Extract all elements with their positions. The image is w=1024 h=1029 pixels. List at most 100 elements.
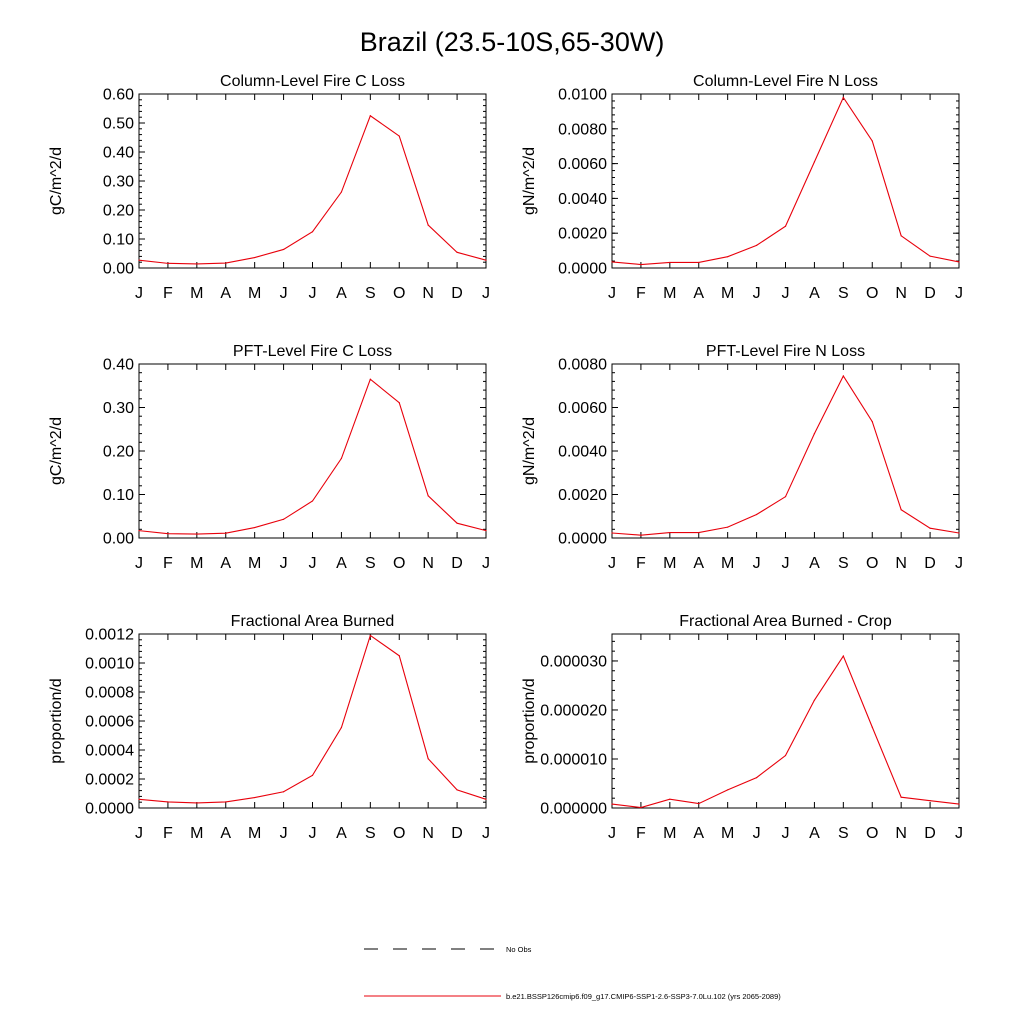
chart-title: PFT-Level Fire N Loss [706,343,865,360]
y-tick-label: 0.30 [103,174,134,191]
x-tick-label: J [309,285,317,302]
series-line [138,634,487,804]
data-point [611,803,613,805]
page-title: Brazil (23.5-10S,65-30W) [360,27,665,57]
data-point [842,375,844,377]
x-tick-label: S [365,285,376,302]
data-point [485,530,487,532]
x-tick-label: D [451,555,463,572]
data-point [369,115,371,117]
x-tick-label: N [422,825,434,842]
data-point [254,796,256,799]
x-tick-label: M [663,825,676,842]
x-tick-label: D [924,825,936,842]
x-tick-label: J [482,555,490,572]
y-tick-label: 0.40 [103,357,134,374]
data-point [698,531,700,534]
y-axis-label: gN/m^2/d [521,147,538,215]
x-tick-label: A [693,285,704,302]
panels: Column-Level Fire C Loss gC/m^2/d 0.00 0.10… [48,73,963,842]
x-tick-label: F [163,825,173,842]
data-point [196,263,198,265]
data-point [929,527,931,529]
data-point [611,261,613,263]
y-tick-label: 0.00 [103,531,134,548]
data-point [369,634,371,637]
data-point [282,791,285,793]
y-tick-label: 0.00 [103,261,134,278]
data-point [485,259,487,261]
x-tick-label: F [636,555,646,572]
y-tick-label: 0.40 [103,145,134,162]
x-tick-label: S [365,825,376,842]
chart-title: Column-Level Fire C Loss [220,73,405,90]
x-tick-label: S [838,825,849,842]
data-point [340,457,343,459]
data-point [727,526,729,528]
data-point [900,509,902,511]
data-point [871,421,873,423]
x-tick-label: F [163,555,173,572]
y-axis-label: gC/m^2/d [48,417,65,485]
legend-label: b.e21.BSSP126cmip6.f09_g17.CMIP6-SSP1-2.… [506,992,781,1001]
y-tick-label: 0.0000 [558,261,607,278]
data-point [398,655,400,657]
data-point [958,532,960,534]
series-line [611,374,960,536]
x-tick-label: J [608,825,616,842]
series-line [138,114,487,265]
x-tick-label: J [608,285,616,302]
x-tick-label: D [451,825,463,842]
x-tick-label: F [163,285,173,302]
x-tick-label: J [955,825,963,842]
data-point [254,526,256,529]
y-tick-label: 0.0006 [85,714,134,731]
y-tick-label: 0.0060 [558,156,607,173]
y-tick-label: 0.0040 [558,191,607,208]
data-point [698,261,700,264]
x-tick-label: M [721,555,734,572]
plot-frame [611,633,960,809]
x-tick-label: A [220,285,231,302]
x-tick-label: J [280,825,288,842]
data-point [485,798,487,800]
y-tick-label: 0.0060 [558,400,607,417]
data-point [311,500,314,502]
data-point [398,402,400,404]
x-tick-label: J [309,825,317,842]
x-tick-label: A [336,555,347,572]
data-point [640,263,642,266]
x-tick-label: A [809,825,820,842]
x-tick-label: M [248,285,261,302]
y-tick-label: 0.30 [103,400,134,417]
data-point [311,774,314,776]
data-point [900,796,902,798]
y-axis-label: proportion/d [521,678,538,763]
x-tick-label: J [955,285,963,302]
data-point [784,225,787,227]
data-point [427,758,429,760]
x-tick-label: O [393,285,405,302]
chart-panel-6: Fractional Area Burned - Crop proportion/… [521,613,963,842]
x-tick-label: S [838,555,849,572]
data-point [369,378,371,380]
x-tick-label: A [809,285,820,302]
x-tick-label: A [336,285,347,302]
chart-panel-3: PFT-Level Fire C Loss gC/m^2/d 0.00 0.10 0.2… [48,343,490,572]
data-point [456,789,458,791]
y-axis-label: proportion/d [48,678,65,763]
y-tick-label: 0.0008 [85,685,134,702]
data-point [225,801,227,803]
y-tick-label: 0.0080 [558,357,607,374]
x-tick-label: J [135,825,143,842]
data-point [640,534,642,536]
x-tick-label: A [336,825,347,842]
chart-panel-2: Column-Level Fire N Loss gN/m^2/d 0.0000 0.… [521,73,963,302]
data-point [727,256,729,258]
data-point [398,135,400,137]
data-point [225,262,227,264]
data-point [669,261,671,264]
data-point [225,532,227,534]
data-point [813,699,816,701]
data-point [929,255,931,257]
